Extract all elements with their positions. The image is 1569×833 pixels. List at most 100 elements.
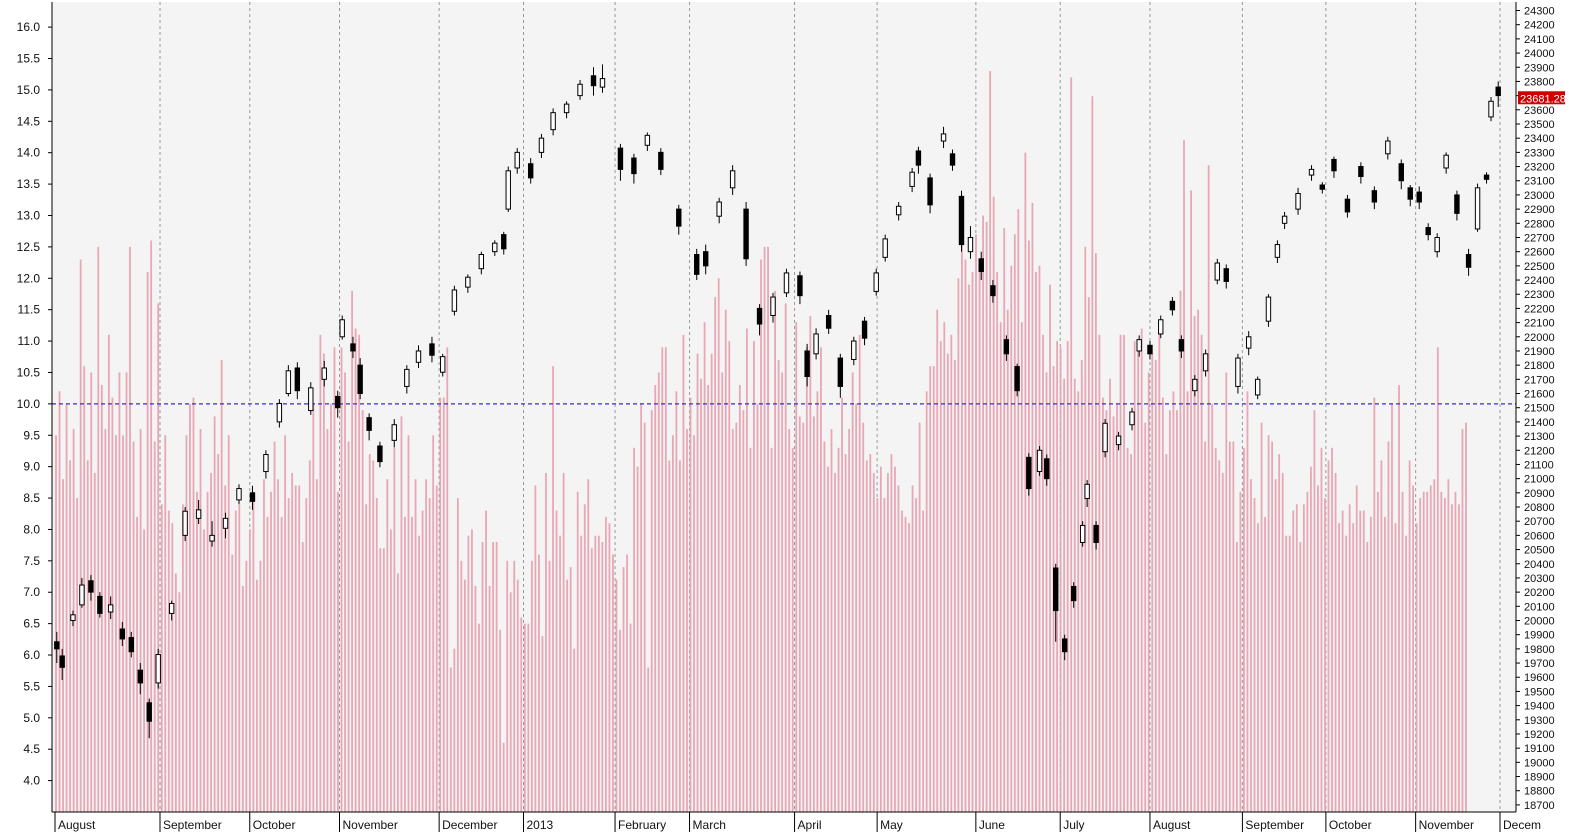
volume-bar: [446, 347, 449, 812]
candle-down: [137, 669, 143, 684]
volume-bar: [975, 234, 977, 813]
right-tick-label: 22000: [1524, 332, 1555, 344]
volume-bar: [548, 560, 551, 812]
volume-bar: [259, 560, 262, 812]
right-tick-label: 23900: [1524, 62, 1555, 74]
volume-bar: [1126, 447, 1129, 812]
right-tick-label: 23200: [1524, 162, 1555, 174]
volume-bar: [354, 328, 357, 812]
candle-up: [1084, 483, 1090, 499]
volume-bar: [576, 491, 579, 812]
volume-bar: [492, 542, 494, 812]
volume-bar: [294, 485, 297, 812]
volume-bar: [1130, 454, 1133, 812]
volume-bar: [1426, 491, 1429, 812]
candle-down: [1358, 166, 1364, 177]
volume-bar: [1035, 272, 1037, 812]
volume-bar: [153, 441, 156, 812]
volume-bar: [1292, 510, 1295, 812]
volume-bar: [1324, 498, 1326, 812]
volume-bar: [728, 341, 731, 812]
volume-bar: [231, 554, 234, 812]
candle-up: [1115, 435, 1122, 446]
volume-bar: [411, 516, 413, 812]
volume-bar: [509, 592, 512, 812]
volume-bar: [615, 579, 618, 812]
volume-bar: [911, 485, 914, 812]
volume-bar: [55, 435, 57, 812]
volume-bar: [1359, 510, 1362, 812]
candle-up: [1254, 378, 1261, 396]
volume-bar: [657, 372, 660, 812]
volume-bar: [545, 472, 547, 812]
volume-bar: [1334, 472, 1337, 812]
volume-bar: [989, 71, 992, 813]
volume-bar: [1419, 498, 1422, 812]
candle-down: [88, 580, 94, 593]
volume-bar: [735, 422, 738, 812]
right-tick-label: 22300: [1524, 289, 1555, 301]
volume-bar: [830, 428, 833, 812]
volume-bar: [809, 315, 812, 812]
candle-down: [59, 655, 65, 668]
volume-bar: [1172, 391, 1175, 812]
volume-bar: [1405, 535, 1407, 812]
left-tick-label: 11.0: [18, 334, 41, 348]
right-tick-label: 21800: [1524, 360, 1555, 372]
candle-up: [1488, 100, 1494, 118]
candle-down: [1495, 86, 1501, 97]
volume-bar: [217, 454, 220, 812]
volume-bar: [650, 410, 653, 812]
candle-up: [1265, 296, 1272, 322]
volume-bar: [901, 510, 903, 812]
volume-bar: [827, 466, 829, 812]
volume-bar: [791, 447, 794, 812]
candle-up: [285, 370, 292, 395]
month-label: September: [163, 818, 222, 832]
right-tick-label: 20200: [1524, 587, 1555, 599]
candle-down: [1319, 184, 1325, 190]
volume-bar: [1295, 504, 1298, 812]
candle-up: [1434, 236, 1440, 253]
volume-bar: [1218, 460, 1221, 812]
candle-down: [1223, 268, 1229, 282]
candle-up: [1102, 422, 1108, 453]
volume-bar: [125, 372, 128, 812]
volume-bar: [530, 560, 533, 812]
volume-bar: [1306, 491, 1309, 812]
volume-bar: [340, 347, 343, 812]
candle-down: [804, 350, 810, 378]
volume-bar: [1204, 441, 1207, 812]
volume-bar: [118, 372, 121, 812]
candle-up: [1136, 339, 1142, 352]
volume-bar: [1401, 491, 1404, 812]
last-price-label: 23681.28: [1520, 93, 1566, 105]
volume-bar: [460, 560, 463, 812]
volume-bar: [167, 510, 170, 812]
volume-bar: [1451, 504, 1453, 812]
candle-up: [967, 236, 974, 253]
volume-bar: [559, 535, 561, 812]
volume-bar: [220, 359, 223, 812]
volume-bar: [1436, 347, 1439, 812]
candle-down: [97, 595, 103, 614]
volume-bar: [277, 479, 279, 812]
volume-bar: [115, 435, 117, 812]
candle-up: [263, 454, 269, 473]
right-tick-label: 20000: [1524, 615, 1555, 627]
left-tick-label: 14.0: [17, 146, 41, 160]
candle-up: [276, 402, 283, 423]
candle-up: [1295, 193, 1301, 210]
volume-bar: [619, 629, 621, 812]
volume-bar: [1260, 422, 1263, 812]
volume-bar: [1225, 372, 1228, 812]
volume-bar: [569, 567, 572, 812]
right-tick-label: 22900: [1524, 204, 1555, 216]
right-tick-label: 23100: [1524, 176, 1555, 188]
candle-down: [1169, 300, 1176, 311]
volume-bar: [943, 322, 946, 812]
volume-bar: [192, 397, 195, 812]
volume-bar: [837, 447, 840, 812]
volume-bar: [1119, 334, 1122, 812]
